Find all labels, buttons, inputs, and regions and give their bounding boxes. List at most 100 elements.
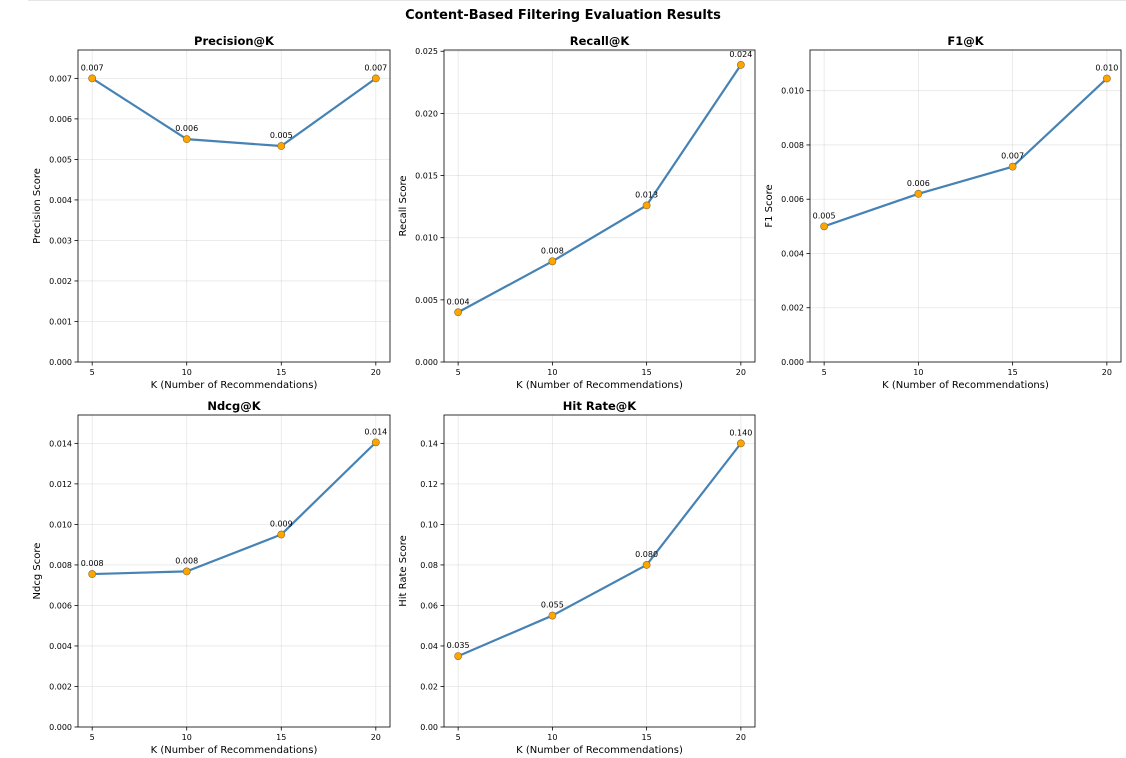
y-tick-label: 0.008: [781, 141, 804, 150]
x-axis-label: K (Number of Recommendations): [151, 745, 318, 756]
data-point: [820, 222, 829, 231]
x-tick-label: 10: [913, 368, 923, 377]
x-tick-label: 20: [736, 368, 746, 377]
chart-title: Precision@K: [194, 34, 275, 48]
series-line: [91, 77, 377, 148]
y-tick-label: 0.006: [49, 115, 72, 124]
series-line: [457, 442, 742, 658]
figure-title: Content-Based Filtering Evaluation Resul…: [405, 8, 721, 23]
chart-panel-1: 5 10 15 20 0.000 0.001 0.002 0.003 0.004 0.005 0.0…: [32, 34, 391, 391]
y-tick-label: 0.10: [420, 520, 438, 529]
x-tick-label: 5: [456, 368, 461, 377]
series-line: [823, 77, 1108, 228]
chart-title: Recall@K: [570, 34, 631, 48]
chart-panel-3: 5 10 15 20 0.000 0.002 0.004 0.006 0.008 0.010 F1@…: [764, 34, 1122, 391]
y-tick-label: 0.005: [49, 155, 72, 164]
series-line: [457, 64, 742, 314]
data-label: 0.007: [81, 63, 104, 72]
y-tick-label: 0.003: [49, 236, 72, 245]
data-point: [642, 201, 651, 210]
x-axis-label: K (Number of Recommendations): [151, 380, 318, 391]
x-tick-label: 15: [276, 368, 286, 377]
x-tick-label: 5: [90, 733, 95, 742]
axes-frame: [77, 414, 391, 728]
data-point: [277, 142, 286, 150]
x-tick-label: 20: [736, 733, 746, 742]
axes-frame: [443, 414, 756, 728]
x-tick-label: 15: [642, 733, 652, 742]
y-tick-label: 0.004: [49, 642, 72, 651]
data-label: 0.009: [270, 520, 293, 529]
chart-title: Ndcg@K: [207, 399, 261, 413]
y-tick-label: 0.002: [781, 304, 804, 313]
data-label: 0.055: [541, 601, 564, 610]
data-label: 0.006: [907, 179, 930, 188]
chart-panel-5: 5 10 15 20 0.00 0.02 0.04 0.06 0.08 0.10 0.12 0.14 H…: [398, 399, 756, 756]
top-divider: [28, 0, 1126, 1]
y-tick-label: 0.015: [415, 172, 438, 181]
x-tick-label: 15: [1008, 368, 1018, 377]
axes-frame: [443, 49, 756, 363]
y-axis-label: Precision Score: [32, 168, 43, 244]
data-point: [454, 652, 463, 660]
y-tick-label: 0.007: [49, 74, 72, 83]
y-tick-label: 0.002: [49, 277, 72, 286]
y-tick-label: 0.002: [49, 682, 72, 691]
data-label: 0.008: [175, 556, 198, 565]
y-tick-label: 0.06: [420, 601, 438, 610]
y-tick-label: 0.008: [49, 561, 72, 570]
y-tick-label: 0.14: [420, 439, 438, 448]
y-tick-label: 0.04: [420, 642, 438, 651]
x-axis-label: K (Number of Recommendations): [516, 380, 683, 391]
data-label: 0.006: [175, 124, 198, 133]
y-axis-label: Hit Rate Score: [398, 535, 409, 607]
x-tick-label: 20: [1102, 368, 1112, 377]
data-label: 0.008: [541, 246, 564, 255]
data-label: 0.010: [1095, 63, 1118, 72]
y-tick-label: 0.000: [49, 723, 72, 732]
x-tick-label: 10: [182, 368, 192, 377]
data-point: [642, 561, 651, 569]
x-tick-label: 20: [371, 368, 381, 377]
y-tick-label: 0.08: [420, 561, 438, 570]
x-tick-label: 10: [547, 733, 557, 742]
y-tick-label: 0.006: [49, 601, 72, 610]
x-tick-label: 10: [182, 733, 192, 742]
data-label: 0.007: [1001, 152, 1024, 161]
data-label: 0.007: [364, 63, 387, 72]
data-label: 0.005: [813, 211, 836, 220]
x-tick-label: 5: [90, 368, 95, 377]
data-point: [182, 567, 191, 576]
y-tick-label: 0.010: [415, 234, 438, 243]
x-tick-label: 15: [276, 733, 286, 742]
axes-frame: [809, 49, 1122, 363]
data-label: 0.008: [81, 559, 104, 568]
y-tick-label: 0.004: [49, 196, 72, 205]
x-tick-label: 10: [547, 368, 557, 377]
x-tick-label: 15: [642, 368, 652, 377]
y-tick-label: 0.000: [49, 358, 72, 367]
y-axis-label: Ndcg Score: [32, 543, 43, 600]
data-label: 0.005: [270, 131, 293, 140]
data-label: 0.014: [364, 427, 387, 436]
y-tick-label: 0.000: [781, 358, 804, 367]
y-tick-label: 0.000: [415, 358, 438, 367]
y-tick-label: 0.00: [420, 723, 438, 732]
chart-title: F1@K: [947, 34, 984, 48]
data-point: [736, 61, 745, 69]
data-label: 0.004: [447, 297, 470, 306]
y-tick-label: 0.001: [49, 317, 72, 326]
y-tick-label: 0.020: [415, 109, 438, 118]
x-tick-label: 5: [822, 368, 827, 377]
y-tick-label: 0.004: [781, 249, 804, 258]
x-axis-label: K (Number of Recommendations): [516, 745, 683, 756]
data-point: [914, 189, 923, 198]
y-axis-label: F1 Score: [764, 184, 775, 227]
data-point: [182, 135, 191, 144]
data-point: [277, 530, 286, 539]
data-point: [736, 439, 745, 448]
chart-title: Hit Rate@K: [563, 399, 637, 413]
data-point: [371, 74, 380, 83]
y-tick-label: 0.014: [49, 439, 72, 448]
data-label: 0.024: [729, 50, 752, 59]
